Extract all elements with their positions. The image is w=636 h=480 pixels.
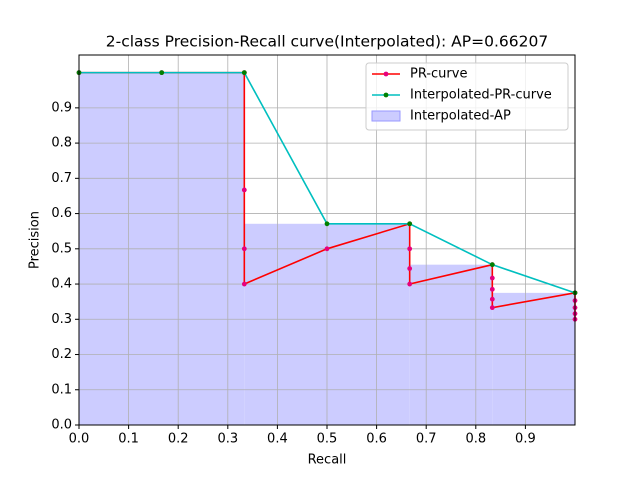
x-tick-label: 0.4: [267, 432, 288, 447]
x-tick-label: 0.8: [465, 432, 486, 447]
y-tick-label: 0.8: [51, 136, 72, 151]
legend-marker: [383, 92, 389, 98]
legend-label: Interpolated-AP: [410, 109, 511, 124]
y-tick-label: 0.5: [51, 241, 72, 256]
legend-box: [365, 62, 569, 131]
series-marker: [407, 281, 413, 287]
y-tick-label: 0.1: [51, 382, 72, 397]
legend-swatch: [371, 110, 401, 122]
series-marker: [241, 246, 247, 252]
x-tick-label: 0.3: [217, 432, 238, 447]
x-tick-label: 0.7: [416, 432, 437, 447]
x-tick-label: 0.6: [366, 432, 387, 447]
series-marker: [489, 305, 495, 311]
y-tick-label: 0.0: [51, 418, 72, 433]
y-axis-label: Precision: [28, 211, 43, 269]
y-tick-label: 0.6: [51, 206, 72, 221]
series-marker: [159, 70, 165, 76]
series-marker: [489, 286, 495, 292]
ap-area: [409, 264, 493, 425]
series-marker: [324, 221, 330, 227]
series-marker: [489, 275, 495, 281]
legend-label: PR-curve: [410, 67, 467, 82]
x-tick-label: 0.9: [515, 432, 536, 447]
y-tick-label: 0.2: [51, 347, 72, 362]
x-tick-label: 0.2: [168, 432, 189, 447]
y-tick-label: 0.3: [51, 312, 72, 327]
legend-marker: [383, 71, 389, 77]
series-marker: [407, 246, 413, 252]
series-marker: [241, 281, 247, 287]
legend-label: Interpolated-PR-curve: [410, 88, 552, 103]
series-marker: [324, 246, 330, 252]
series-marker: [241, 70, 247, 76]
y-tick-label: 0.7: [51, 171, 72, 186]
series-marker: [407, 221, 413, 227]
series-marker: [241, 187, 247, 193]
series-marker: [489, 262, 495, 268]
ap-area: [492, 292, 575, 425]
x-tick-label: 0.0: [69, 432, 90, 447]
chart-title: 2-class Precision-Recall curve(Interpola…: [106, 33, 548, 51]
series-marker: [407, 266, 413, 271]
x-tick-label: 0.5: [317, 432, 338, 447]
y-tick-label: 0.9: [51, 100, 72, 115]
plot-frame: [78, 54, 576, 426]
x-axis-label: Recall: [308, 453, 347, 468]
series-marker: [489, 296, 495, 302]
x-tick-label: 0.1: [118, 432, 139, 447]
y-tick-label: 0.4: [51, 277, 72, 292]
